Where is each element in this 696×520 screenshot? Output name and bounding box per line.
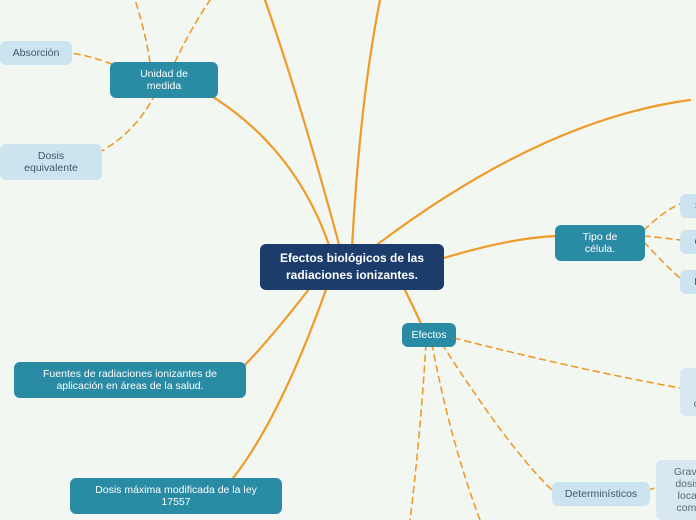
node-somat[interactable]: Somát	[680, 194, 696, 218]
node-gravedad[interactable]: Gravedad c dosis de ra localizada comple…	[656, 460, 696, 520]
node-unidad[interactable]: Unidad de medida	[110, 62, 218, 98]
node-dosis-eq[interactable]: Dosis equivalente	[0, 144, 102, 180]
node-dosis-max[interactable]: Dosis máxima modificada de la ley 17557	[70, 478, 282, 514]
node-ley[interactable]: Ley de	[680, 270, 696, 294]
node-tipo[interactable]: Tipo de célula.	[555, 225, 645, 261]
node-absorcion[interactable]: Absorción	[0, 41, 72, 65]
node-clasif[interactable]: Clasifi según células	[680, 368, 696, 416]
node-determin[interactable]: Determinísticos	[552, 482, 650, 506]
node-fuentes[interactable]: Fuentes de radiaciones ionizantes de apl…	[14, 362, 246, 398]
node-genet[interactable]: Genéti	[680, 230, 696, 254]
node-efectos[interactable]: Efectos	[402, 323, 456, 347]
node-center[interactable]: Efectos biológicos de las radiaciones io…	[260, 244, 444, 290]
